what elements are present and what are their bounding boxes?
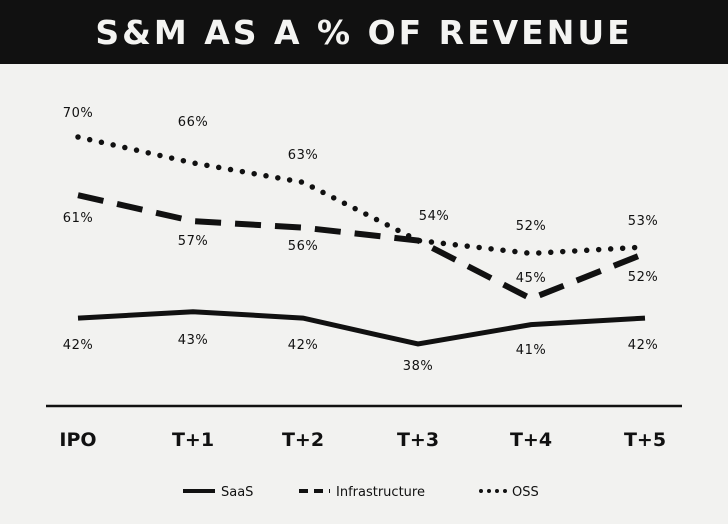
legend-label-oss: OSS xyxy=(512,485,539,500)
data-label-saas: 43% xyxy=(178,333,208,348)
x-tick-label: IPO xyxy=(59,429,96,451)
legend-label-infrastructure: Infrastructure xyxy=(336,485,425,500)
data-label-oss: 70% xyxy=(63,106,93,121)
data-label-saas: 41% xyxy=(516,343,546,358)
data-label-oss: 53% xyxy=(628,214,658,229)
series-line-infrastructure xyxy=(77,192,647,302)
data-label-oss: 63% xyxy=(288,148,318,163)
data-label-saas: 42% xyxy=(288,338,318,353)
data-label-saas: 38% xyxy=(403,359,433,374)
title-bar: S&M AS A % OF REVENUE xyxy=(0,0,728,64)
chart-title: S&M AS A % OF REVENUE xyxy=(95,12,633,52)
series-line-saas xyxy=(77,309,646,347)
data-label-oss: 54% xyxy=(419,209,449,224)
x-tick-label: T+5 xyxy=(624,429,666,451)
line-chart: IPO T+1 T+2 T+3 T+4 T+5 42% 43% 42% 38% 41% 42% 61% 5… xyxy=(46,106,682,500)
x-tick-label: T+2 xyxy=(282,429,324,451)
data-label-oss: 52% xyxy=(516,219,546,234)
x-tick-label: T+4 xyxy=(510,429,552,451)
x-tick-label: T+3 xyxy=(397,429,439,451)
x-tick-label: T+1 xyxy=(172,429,214,451)
data-label-infrastructure: 56% xyxy=(288,239,318,254)
data-label-infrastructure: 52% xyxy=(628,270,658,285)
data-label-infrastructure: 61% xyxy=(63,211,93,226)
data-label-infrastructure: 45% xyxy=(516,271,546,286)
data-label-saas: 42% xyxy=(628,338,658,353)
legend-label-saas: SaaS xyxy=(221,485,253,500)
data-label-oss: 66% xyxy=(178,115,208,130)
data-label-saas: 42% xyxy=(63,338,93,353)
series-line-oss xyxy=(75,134,648,257)
data-label-infrastructure: 57% xyxy=(178,234,208,249)
